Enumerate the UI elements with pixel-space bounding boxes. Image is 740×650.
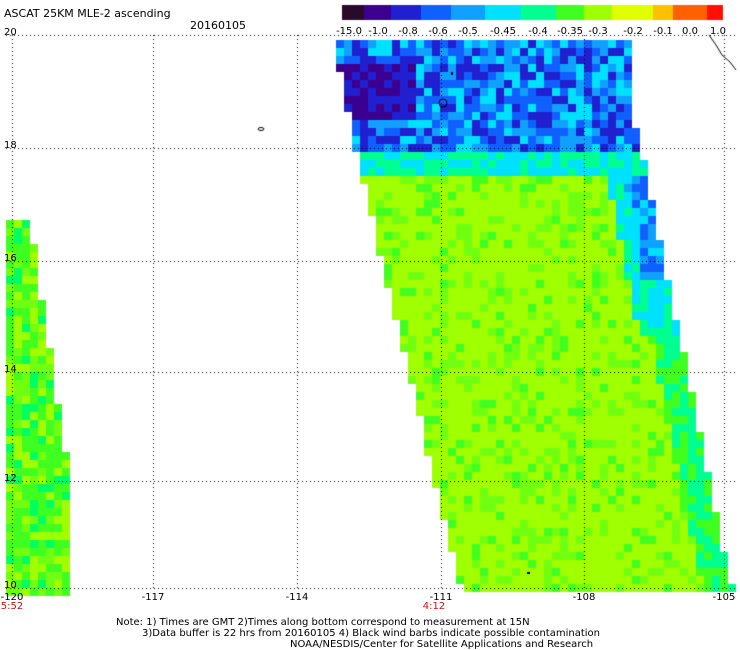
lon-label: -108 — [572, 592, 596, 603]
colorbar-label: -15.0 — [336, 26, 362, 37]
lat-label: 10 — [4, 580, 17, 591]
lat-label: 16 — [4, 253, 17, 264]
lat-label: 12 — [4, 473, 17, 484]
lat-label: 20 — [4, 27, 17, 38]
map-title: ASCAT 25KM MLE-2 ascending — [4, 7, 171, 20]
colorbar-label: -0.8 — [398, 26, 418, 37]
lat-label: 18 — [4, 140, 17, 151]
colorbar-label: 1.0 — [710, 26, 726, 37]
colorbar-label: -0.35 — [557, 26, 583, 37]
time-label: 4:12 — [422, 601, 446, 612]
lat-label: 14 — [4, 364, 17, 375]
time-label: 5:52 — [0, 601, 24, 612]
lon-label: -111 — [429, 592, 453, 603]
footer-note: 3)Data buffer is 22 hrs from 20160105 4)… — [142, 628, 600, 639]
colorbar-label: -0.1 — [653, 26, 673, 37]
colorbar-label: -0.6 — [428, 26, 448, 37]
colorbar-label: -0.2 — [623, 26, 643, 37]
colorbar-label: 0.0 — [682, 26, 698, 37]
lon-label: -120 — [0, 592, 24, 603]
map-date: 20160105 — [190, 19, 246, 32]
colorbar-label: -1.0 — [368, 26, 388, 37]
colorbar-label: -0.3 — [588, 26, 608, 37]
colorbar-label: -0.45 — [490, 26, 516, 37]
footer-note: NOAA/NESDIS/Center for Satellite Applica… — [290, 639, 594, 650]
lon-label: -114 — [285, 592, 309, 603]
lon-label: -117 — [141, 592, 165, 603]
lon-label: -105 — [712, 592, 736, 603]
colorbar-label: -0.5 — [458, 26, 478, 37]
colorbar-label: -0.4 — [528, 26, 548, 37]
footer-note: Note: 1) Times are GMT 2)Times along bot… — [116, 617, 530, 628]
